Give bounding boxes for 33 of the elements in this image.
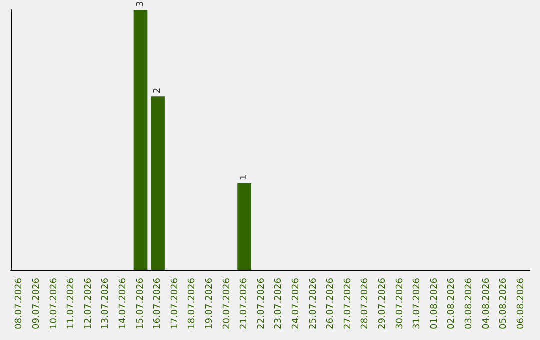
- x-tick-label: 21.07.2026: [240, 278, 250, 330]
- data-label: 3: [136, 1, 146, 7]
- x-tick-label: 22.07.2026: [256, 278, 267, 330]
- data-label: 2: [153, 88, 164, 94]
- x-tick-label: 05.08.2026: [499, 278, 510, 330]
- x-tick-label: 17.07.2026: [170, 278, 180, 330]
- x-tick-label: 01.08.2026: [430, 278, 440, 330]
- x-tick-label: 19.07.2026: [204, 278, 215, 330]
- x-tick-label: 04.08.2026: [482, 278, 492, 330]
- data-label: 1: [240, 174, 250, 180]
- x-tick-label: 10.07.2026: [49, 278, 60, 330]
- x-tick-label: 12.07.2026: [84, 278, 94, 330]
- x-tick-label: 25.07.2026: [308, 278, 319, 330]
- x-tick-label: 02.08.2026: [447, 278, 458, 330]
- x-tick-label: 13.07.2026: [101, 278, 112, 330]
- x-tick-label: 14.07.2026: [118, 278, 128, 330]
- x-tick-label: 28.07.2026: [360, 278, 371, 330]
- x-tick-label: 06.08.2026: [516, 278, 526, 330]
- x-tick-label: 20.07.2026: [222, 278, 232, 330]
- x-tick-label: 16.07.2026: [153, 278, 164, 330]
- x-tick-label: 26.07.2026: [326, 278, 336, 330]
- x-tick-label: 30.07.2026: [395, 278, 406, 330]
- x-tick-label: 29.07.2026: [378, 278, 388, 330]
- x-tick-label: 24.07.2026: [291, 278, 302, 330]
- x-tick-label: 09.07.2026: [32, 278, 42, 330]
- x-tick-label: 15.07.2026: [136, 278, 146, 330]
- x-tick-label: 31.07.2026: [412, 278, 423, 330]
- x-tick-label: 23.07.2026: [274, 278, 284, 330]
- x-tick-label: 27.07.2026: [343, 278, 354, 330]
- x-tick-label: 03.08.2026: [464, 278, 474, 330]
- x-tick-label: 18.07.2026: [188, 278, 198, 330]
- x-tick-label: 11.07.2026: [66, 278, 77, 330]
- x-tick-label: 08.07.2026: [14, 278, 25, 330]
